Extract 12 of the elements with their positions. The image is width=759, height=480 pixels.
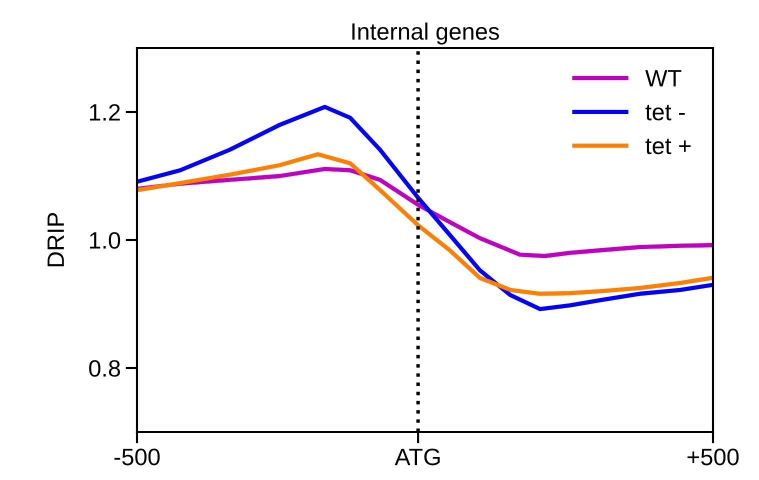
y-tick-label: 1.0 [90, 232, 120, 249]
x-tick-label: ATG [394, 448, 440, 466]
line-series [137, 104, 713, 312]
y-tick-label: 0.8 [89, 360, 120, 377]
chart-title: Internal genes [352, 22, 499, 45]
y-tick-label: 1.2 [90, 104, 120, 121]
legend-label: tet + [646, 138, 691, 154]
x-tick-label: -500 [114, 448, 160, 466]
x-tick-label: +500 [688, 448, 739, 466]
y-axis-title: DRIP [48, 213, 64, 266]
legend-label: tet - [646, 104, 685, 120]
legend-label: WT [645, 70, 682, 86]
